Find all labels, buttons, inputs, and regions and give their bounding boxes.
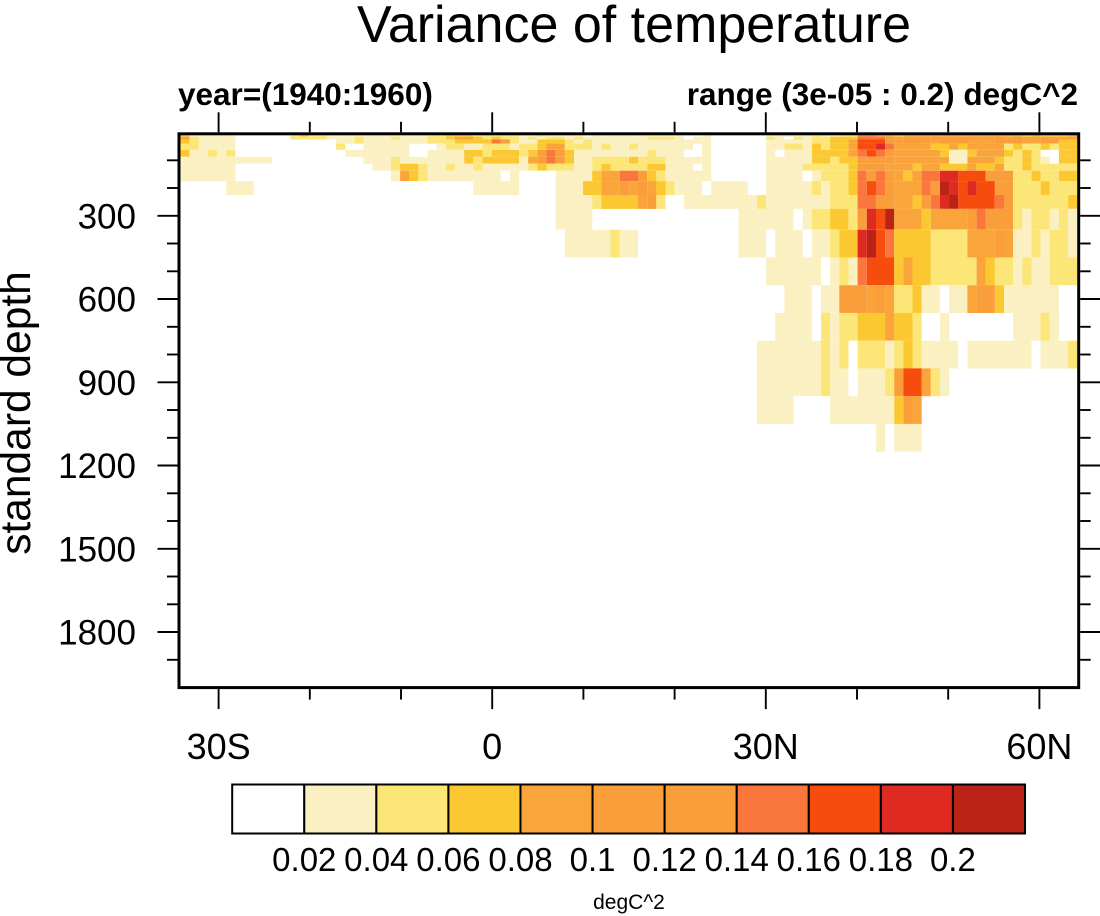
svg-text:year=(1940:1960): year=(1940:1960) bbox=[178, 76, 433, 112]
svg-text:standard depth: standard depth bbox=[0, 271, 40, 555]
svg-text:0.18: 0.18 bbox=[849, 841, 913, 878]
svg-text:0.02: 0.02 bbox=[272, 841, 336, 878]
svg-text:1800: 1800 bbox=[58, 614, 136, 653]
svg-text:0.1: 0.1 bbox=[570, 841, 616, 878]
svg-text:900: 900 bbox=[78, 364, 136, 403]
svg-text:Variance of temperature: Variance of temperature bbox=[357, 0, 911, 54]
svg-text:0.04: 0.04 bbox=[344, 841, 408, 878]
svg-text:0.16: 0.16 bbox=[777, 841, 841, 878]
svg-text:0.08: 0.08 bbox=[488, 841, 552, 878]
svg-text:30N: 30N bbox=[733, 726, 799, 767]
svg-text:1500: 1500 bbox=[58, 530, 136, 569]
svg-text:0.12: 0.12 bbox=[632, 841, 696, 878]
svg-text:60N: 60N bbox=[1006, 726, 1072, 767]
svg-text:0.06: 0.06 bbox=[416, 841, 480, 878]
svg-text:600: 600 bbox=[78, 281, 136, 320]
svg-text:300: 300 bbox=[78, 197, 136, 236]
svg-text:0: 0 bbox=[482, 726, 502, 767]
svg-text:degC^2: degC^2 bbox=[593, 891, 665, 914]
svg-text:0.14: 0.14 bbox=[705, 841, 769, 878]
svg-text:1200: 1200 bbox=[58, 447, 136, 486]
svg-text:30S: 30S bbox=[187, 726, 251, 767]
svg-text:0.2: 0.2 bbox=[930, 841, 976, 878]
svg-text:range (3e-05 : 0.2) degC^2: range (3e-05 : 0.2) degC^2 bbox=[687, 76, 1078, 112]
